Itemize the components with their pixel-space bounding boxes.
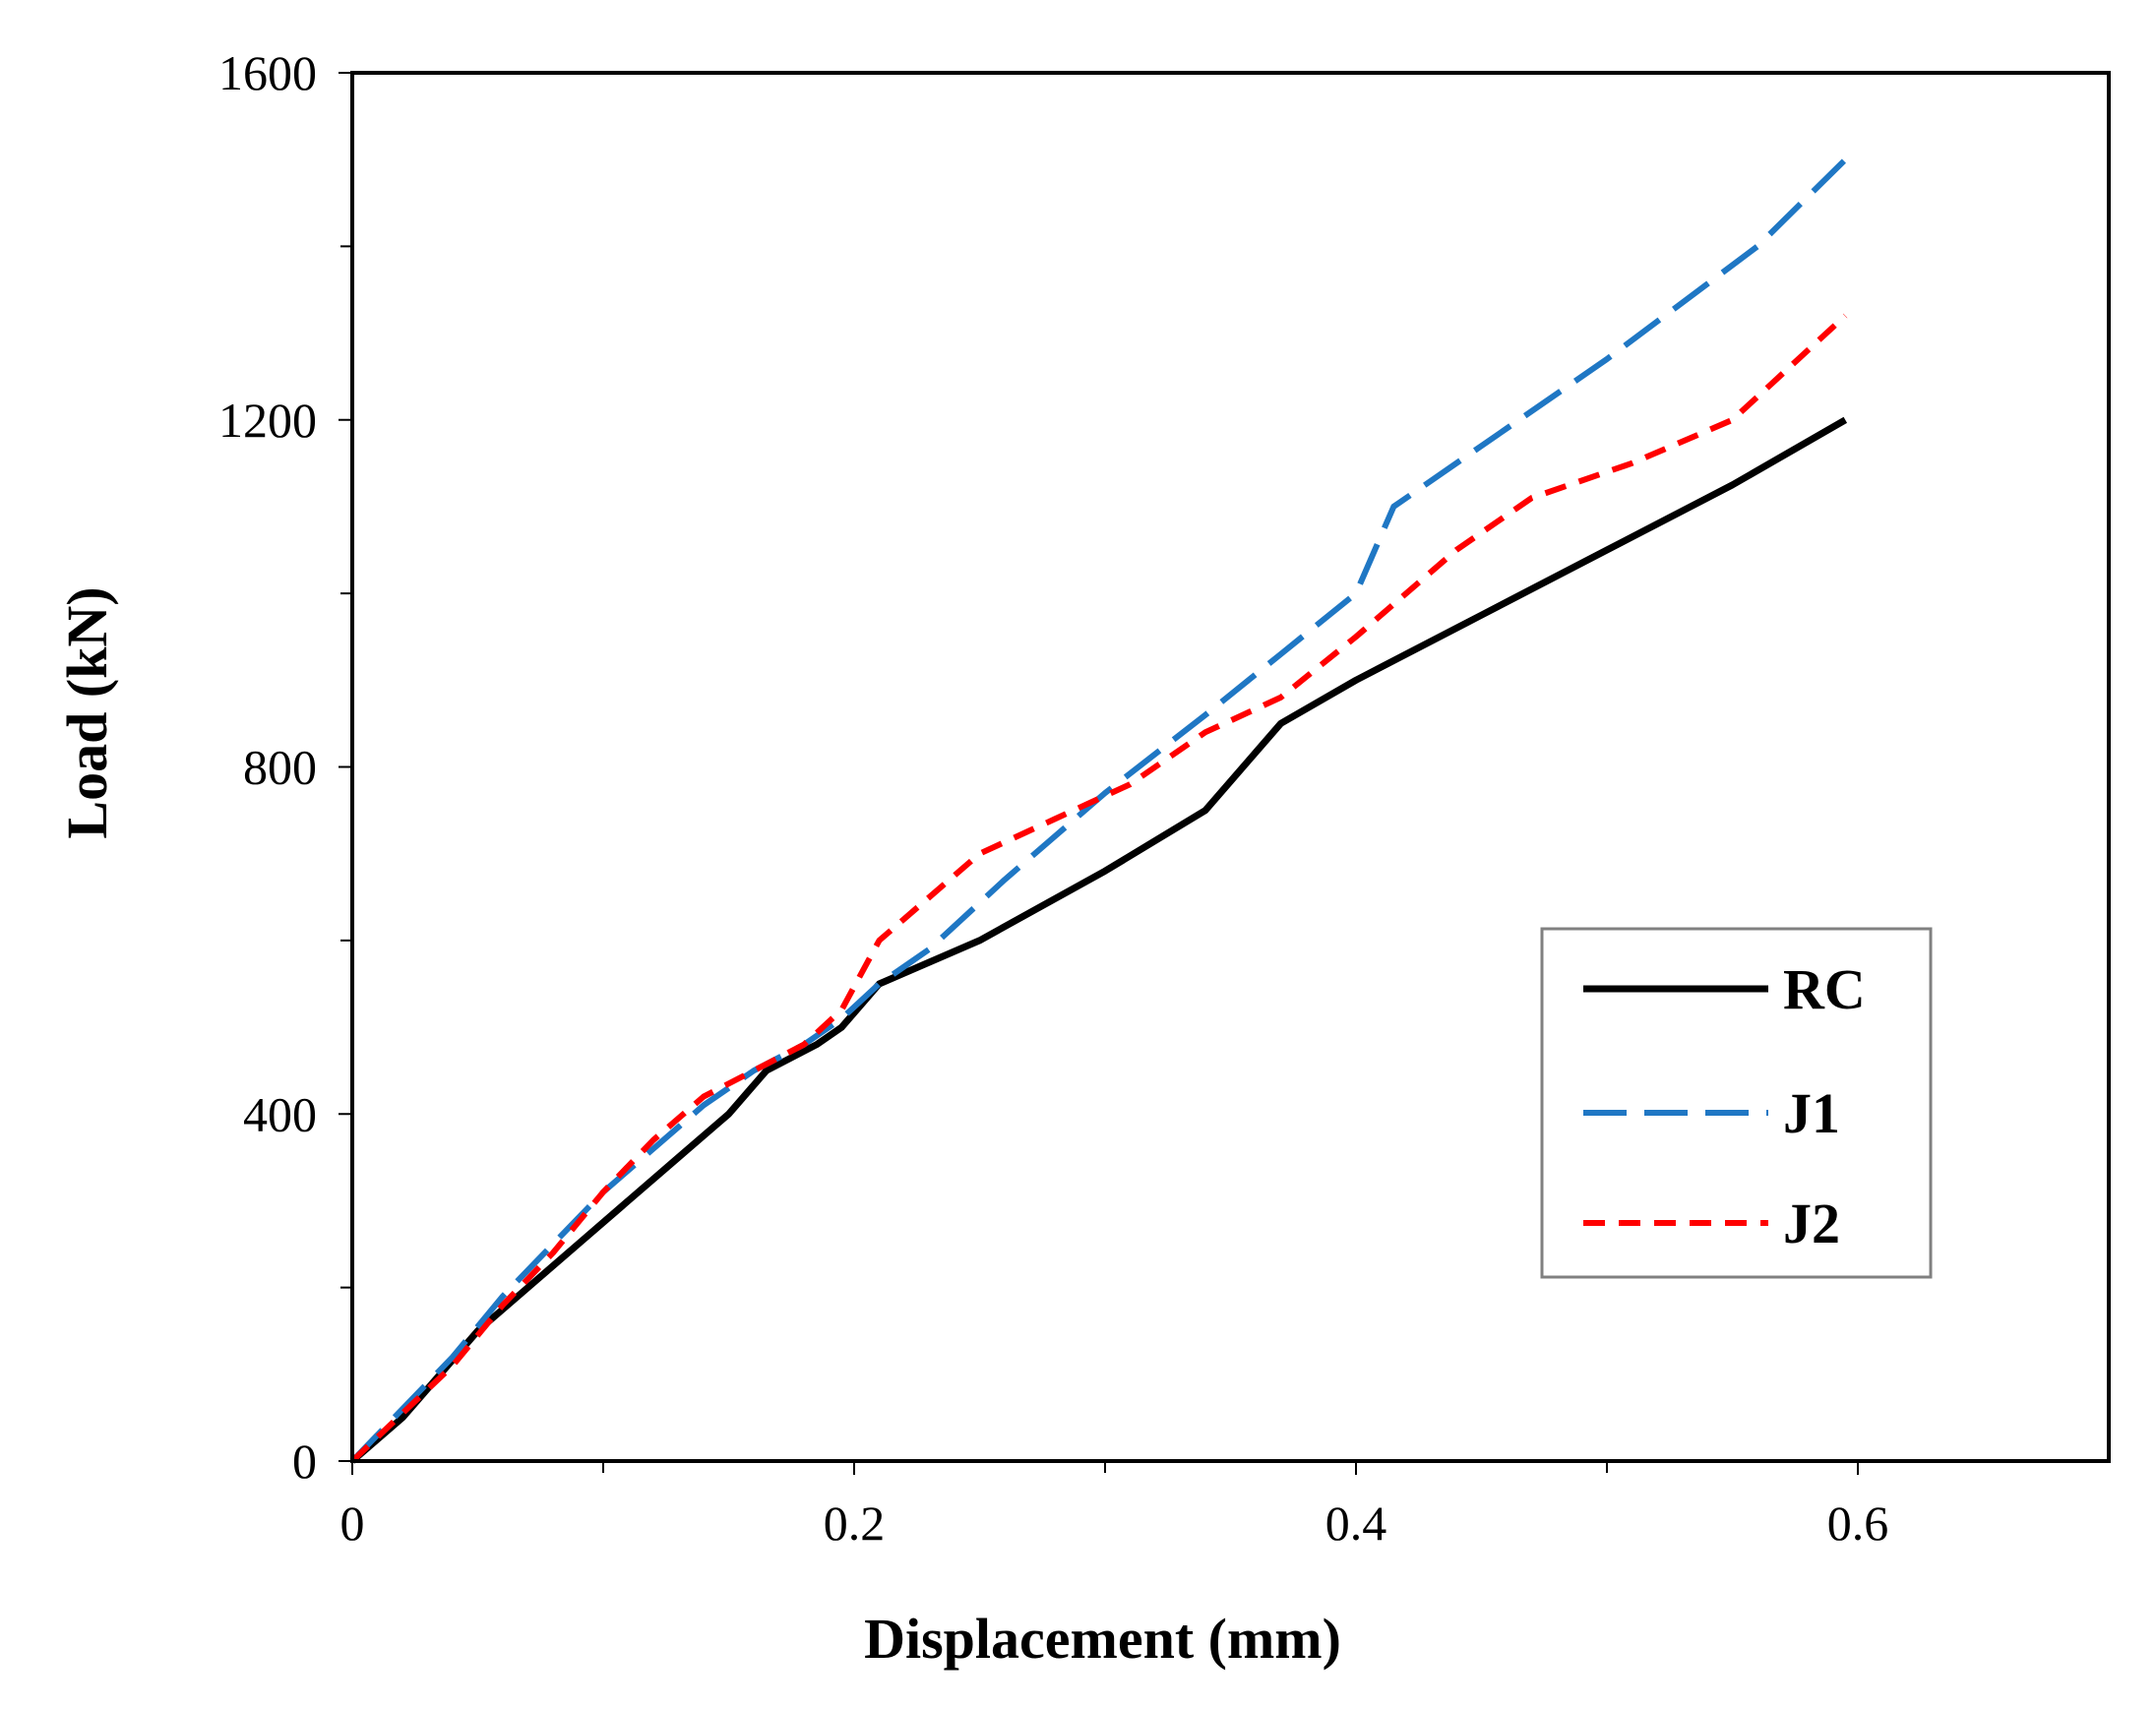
y-tick-label: 1200 xyxy=(218,393,317,448)
legend: RC J1 J2 xyxy=(1540,927,1933,1279)
y-tick-label: 1600 xyxy=(218,45,317,100)
plot-area-frame xyxy=(350,71,2111,1463)
y-tick-label: 400 xyxy=(243,1086,317,1141)
legend-label-rc: RC xyxy=(1783,957,1866,1021)
series-line-j2 xyxy=(349,313,1848,1464)
axis-ticks xyxy=(339,72,1859,1475)
x-tick-label: 0.2 xyxy=(824,1495,886,1551)
y-axis-title: Load (kN) xyxy=(55,586,119,838)
x-tick-label: 0.6 xyxy=(1827,1495,1889,1551)
legend-label-j2: J2 xyxy=(1783,1191,1840,1255)
x-tick-label: 0 xyxy=(340,1495,365,1551)
series-lines xyxy=(349,157,1848,1464)
series-line-j1 xyxy=(349,157,1848,1464)
y-tick-label: 800 xyxy=(243,740,317,795)
y-tick-label: 0 xyxy=(292,1434,317,1489)
legend-label-j1: J1 xyxy=(1783,1081,1840,1145)
axis-tick-labels: 0 400 800 1200 1600 0 0.2 0.4 0.6 xyxy=(218,45,1888,1551)
x-tick-label: 0.4 xyxy=(1325,1495,1387,1551)
x-axis-title: Displacement (mm) xyxy=(864,1607,1341,1671)
